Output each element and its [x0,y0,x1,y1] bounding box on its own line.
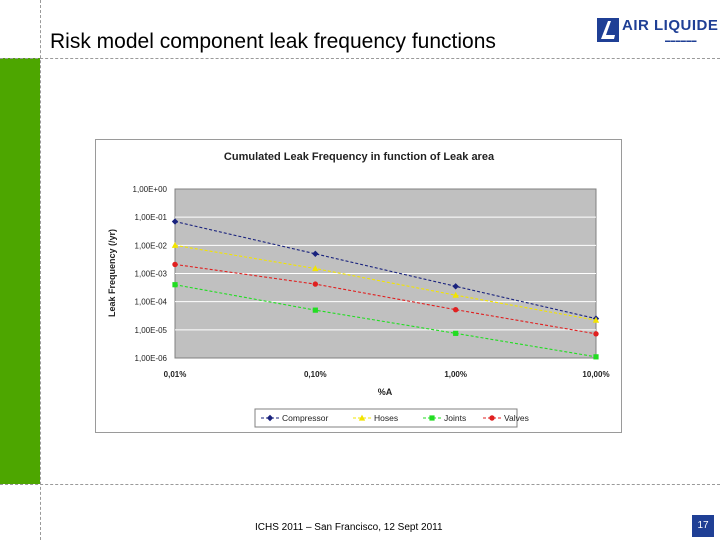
x-tick-label: 0,01% [164,370,187,379]
legend-box [254,408,518,428]
footer-text: ICHS 2011 – San Francisco, 12 Sept 2011 [255,522,443,533]
data-point [172,282,178,288]
y-axis-label: Leak Frequency (/yr) [107,229,117,317]
accent-bar [0,58,40,484]
y-tick-label: 1,00E-03 [135,270,168,279]
x-tick-labels: 0,01% 0,10% 1,00% 10,00% [164,370,610,379]
guide-line-top [0,58,720,59]
legend-label: Hoses [374,413,398,423]
x-tick-label: 0,10% [304,370,327,379]
data-point [172,261,178,268]
legend: Compressor Hoses Joints Valves [254,408,529,428]
data-point [452,283,459,290]
data-point [312,307,318,313]
x-tick-label: 10,00% [582,370,609,379]
legend-item-valves: Valves [483,413,529,423]
chart-container: Cumulated Leak Frequency in function of … [95,139,622,433]
y-tick-labels: 1,00E+00 1,00E-01 1,00E-02 1,00E-03 1,00E-04… [133,185,168,363]
data-point [312,250,319,258]
data-point [452,291,459,298]
legend-label: Compressor [282,413,328,423]
y-tick-label: 1,00E-05 [135,326,168,335]
series-valves [172,261,599,337]
air-liquide-logo: AIR LIQUIDE ▬▬▬▬▬▬ [597,14,718,46]
legend-item-joints: Joints [423,413,466,423]
data-point [452,306,459,313]
series-line [174,263,597,335]
legend-item-hoses: Hoses [353,413,398,423]
y-tick-label: 1,00E-06 [135,354,168,363]
series-line [174,220,597,320]
data-point [489,415,495,421]
data-point [593,354,599,360]
series-line [174,284,597,358]
logo-subtext: ▬▬▬▬▬▬ [665,38,697,44]
guide-line-bottom [0,484,720,485]
data-point [171,241,179,248]
chart-title: Cumulated Leak Frequency in function of … [224,151,495,163]
series-joints [172,282,599,360]
data-point [358,414,366,421]
y-tick-label: 1,00E-04 [135,298,168,307]
y-tick-label: 1,00E-02 [135,241,168,250]
leak-frequency-chart: Cumulated Leak Frequency in function of … [95,139,622,433]
data-point [266,414,274,422]
guide-line-vertical [40,0,41,540]
grid-lines [175,216,596,331]
x-tick-label: 1,00% [444,370,467,379]
data-point [312,281,319,287]
slide-title: Risk model component leak frequency func… [50,30,496,53]
data-point [429,415,435,421]
y-tick-label: 1,00E+00 [133,185,168,194]
y-tick-label: 1,00E-01 [135,213,168,222]
series-line [174,244,597,321]
logo-text: AIR LIQUIDE [622,17,719,34]
data-point [312,265,319,272]
legend-label: Valves [504,413,529,423]
air-liquide-logo-icon [597,18,619,42]
legend-label: Joints [444,413,466,423]
page-number: 17 [692,515,714,537]
x-axis-label: %A [378,387,393,397]
data-point [171,218,179,225]
data-point [453,330,459,336]
legend-item-compressor: Compressor [261,413,328,423]
series-group [171,218,600,360]
data-point [593,331,599,337]
series-hoses [171,241,600,323]
series-compressor [171,218,600,322]
data-point [592,316,600,323]
